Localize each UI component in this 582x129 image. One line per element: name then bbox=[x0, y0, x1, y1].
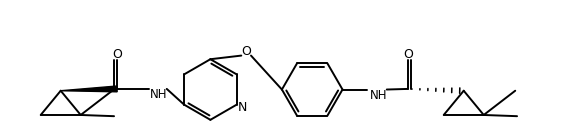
Text: NH: NH bbox=[150, 88, 168, 102]
Polygon shape bbox=[61, 86, 117, 92]
Text: O: O bbox=[403, 48, 413, 61]
Text: O: O bbox=[112, 48, 122, 61]
Text: NH: NH bbox=[370, 89, 388, 102]
Text: N: N bbox=[237, 101, 247, 114]
Text: O: O bbox=[241, 45, 251, 58]
